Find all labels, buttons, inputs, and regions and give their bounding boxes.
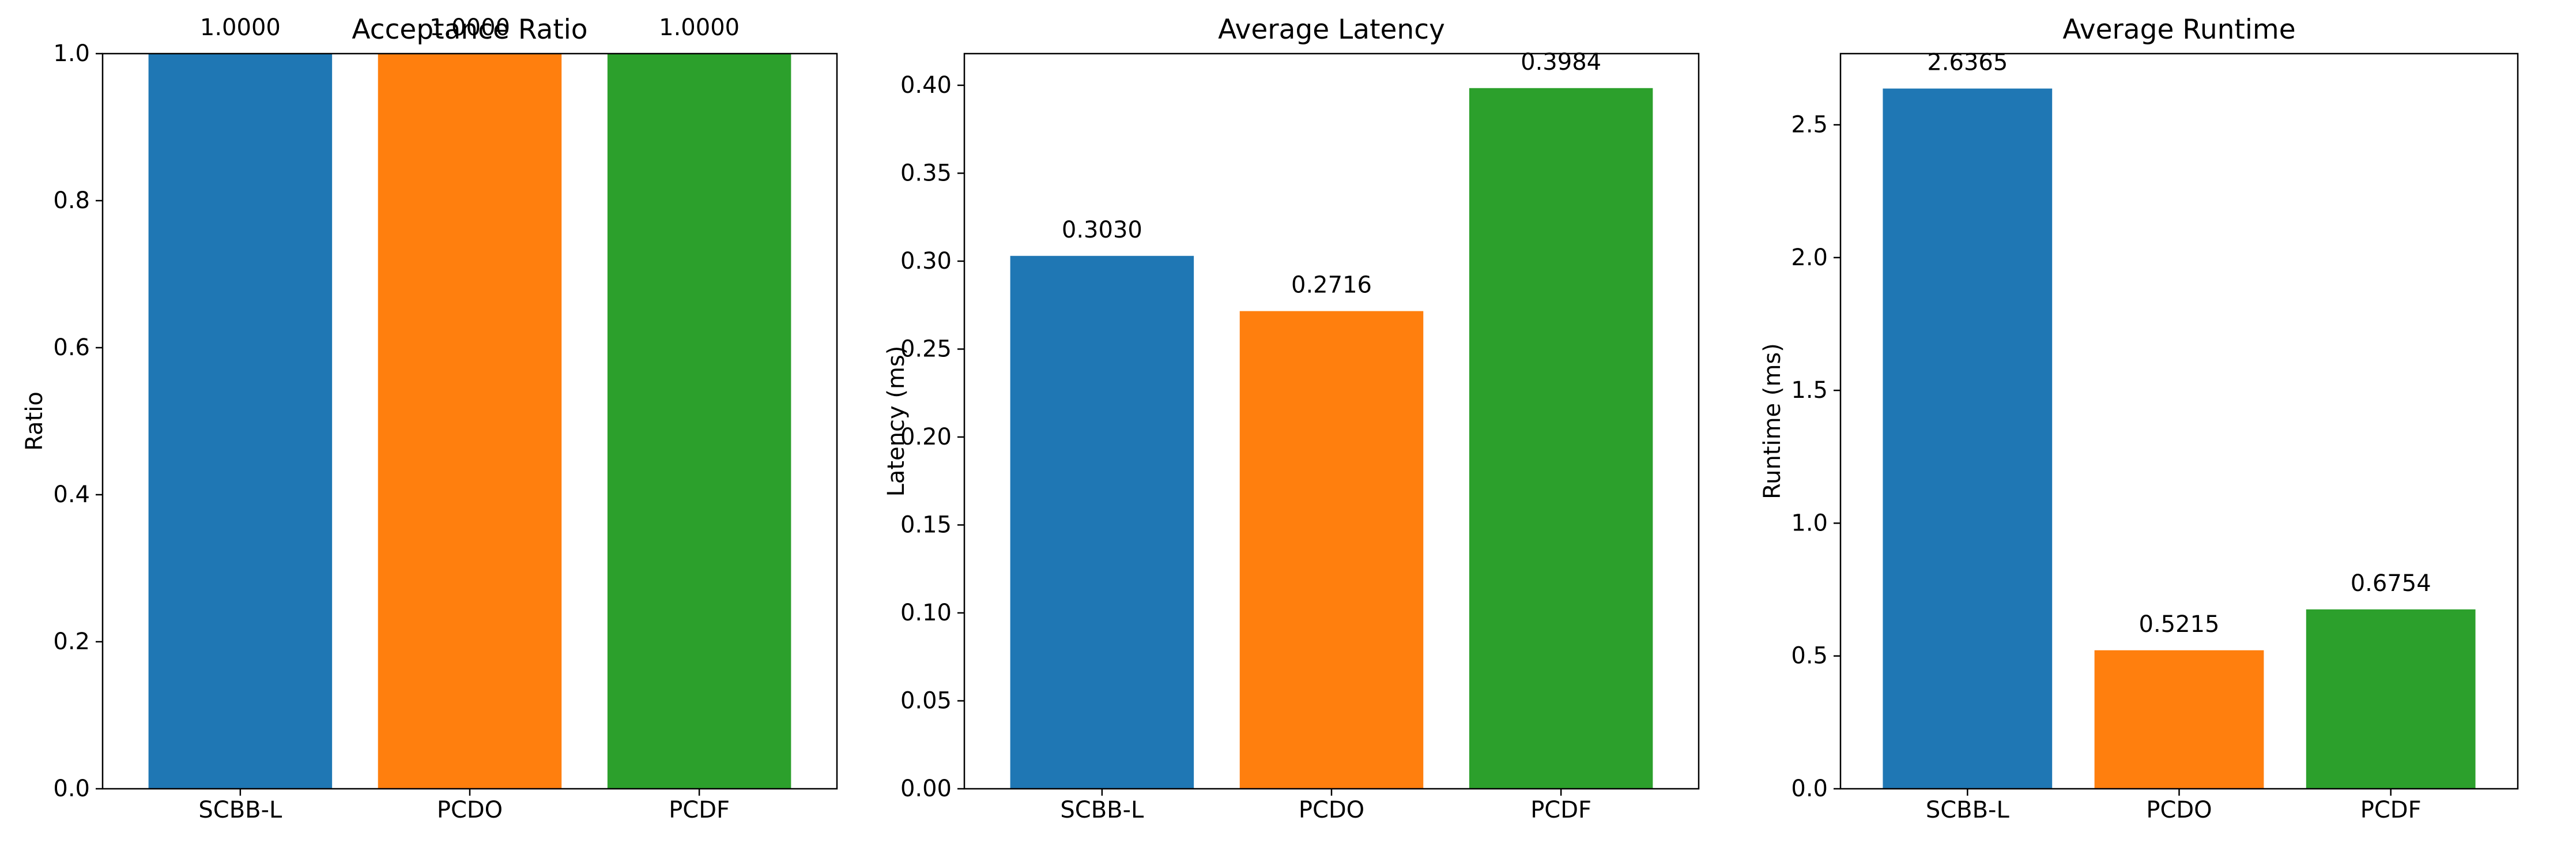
y-tick-label: 0.4 [53, 481, 90, 508]
data-label: 0.3030 [1062, 217, 1142, 243]
chart-title: Acceptance Ratio [352, 14, 587, 46]
bar-pcdo [1239, 311, 1424, 789]
y-tick-label: 0.20 [900, 424, 952, 450]
y-tick-label: 0.5 [1791, 643, 1828, 669]
x-tick-label: SCBB-L [1926, 797, 2010, 823]
bar-scbb-l [148, 54, 333, 789]
y-axis-label: Latency (ms) [883, 346, 910, 497]
bar-pcdf [607, 54, 791, 789]
bar-scbb-l [1010, 255, 1194, 789]
y-tick-label: 0.30 [900, 248, 952, 274]
chart-panels: 0.0 0.2 0.4 0.6 0.8 1.0 SCBB-L PCDO PCDF 1.0000 1.… [21, 14, 2519, 823]
data-label: 1.0000 [200, 14, 281, 41]
chart-panel-3: 0.0 0.5 1.0 1.5 2.0 2.5 SCBB-L PCDO PCDF 2.6365 0.… [1759, 14, 2519, 823]
y-tick-label: 1.0 [53, 40, 90, 67]
y-tick-label: 0.35 [900, 160, 952, 186]
x-tick-label: PCDO [2146, 797, 2212, 823]
data-label: 0.6754 [2351, 570, 2431, 597]
y-tick-label: 0.15 [900, 511, 952, 538]
y-axis-label: Ratio [21, 391, 48, 451]
data-label: 1.0000 [659, 14, 740, 41]
bar-scbb-l [1883, 88, 2053, 789]
y-tick-label: 0.40 [900, 72, 952, 99]
chart-title: Average Latency [1218, 14, 1445, 46]
x-tick-label: SCBB-L [1060, 797, 1144, 823]
y-tick-label: 0.6 [53, 334, 90, 361]
data-label: 0.2716 [1291, 272, 1372, 299]
bar-pcdf [2306, 609, 2476, 789]
y-tick-label: 1.5 [1791, 377, 1828, 404]
y-tick-label: 2.5 [1791, 111, 1828, 138]
chart-panel-2: 0.00 0.05 0.10 0.15 0.20 0.25 0.30 0.35 0.40 SCBB… [883, 14, 1700, 823]
x-tick-label: PCDF [1530, 797, 1591, 823]
chart-panel-1: 0.0 0.2 0.4 0.6 0.8 1.0 SCBB-L PCDO PCDF 1.0000 1.… [21, 14, 838, 823]
y-axis-label: Runtime (ms) [1759, 343, 1786, 499]
x-tick-label: PCDO [437, 797, 503, 823]
y-tick-label: 0.8 [53, 187, 90, 214]
y-tick-label: 0.0 [1791, 776, 1828, 802]
data-label: 0.5215 [2139, 611, 2220, 638]
x-tick-label: PCDF [2360, 797, 2422, 823]
x-tick-label: PCDO [1299, 797, 1364, 823]
y-tick-label: 1.0 [1791, 510, 1828, 536]
y-tick-label: 0.2 [53, 628, 90, 655]
x-tick-label: PCDF [669, 797, 730, 823]
y-tick-label: 0.0 [53, 776, 90, 802]
y-tick-label: 0.05 [900, 687, 952, 714]
bar-pcdo [378, 54, 562, 789]
y-tick-label: 0.10 [900, 600, 952, 626]
bar-pcdf [1469, 88, 1653, 789]
data-label: 2.6365 [1927, 50, 2008, 76]
y-tick-label: 0.25 [900, 336, 952, 362]
data-label: 1.0000 [429, 14, 510, 41]
data-label: 0.3984 [1521, 49, 1601, 76]
y-tick-label: 0.00 [900, 776, 952, 802]
x-tick-label: SCBB-L [198, 797, 282, 823]
y-tick-label: 2.0 [1791, 244, 1828, 271]
chart-title: Average Runtime [2062, 14, 2295, 46]
bar-pcdo [2094, 650, 2264, 789]
